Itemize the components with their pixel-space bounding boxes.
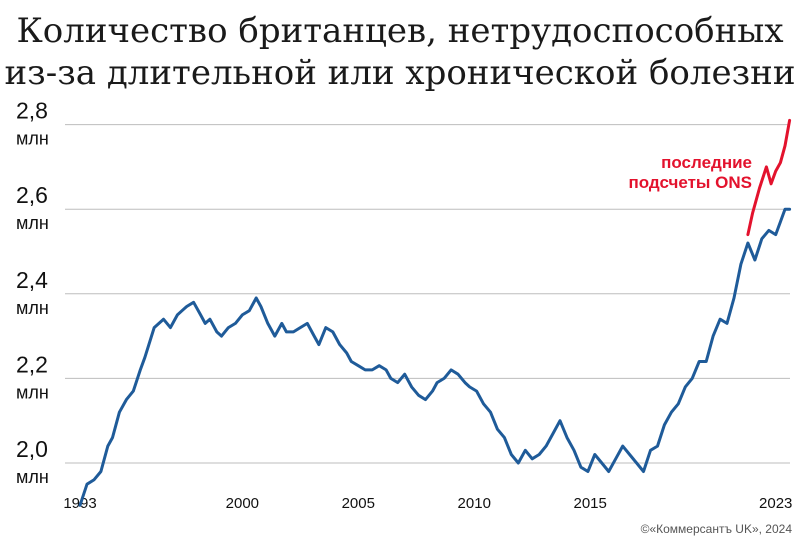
y-tick-label: 2,2	[16, 351, 48, 377]
y-tick-label: 2,4	[16, 267, 48, 293]
y-tick-label: 2,6	[16, 182, 48, 208]
y-axis-ticks: 2,0 млн 2,2 млн 2,4 млн 2,6 млн 2,8 млн	[16, 98, 49, 487]
annotation-line-1: последние	[661, 153, 752, 172]
series-line-revised	[746, 118, 792, 237]
x-tick-label: 2015	[574, 495, 607, 512]
x-tick-label: 2010	[458, 495, 491, 512]
series-lines	[78, 118, 792, 507]
source-credit: ©«Коммерсантъ UK», 2024	[641, 522, 793, 536]
chart-title-line-2: из-за длительной или хронической болезни	[4, 53, 796, 93]
y-tick-unit: млн	[16, 129, 49, 149]
x-tick-label: 2000	[226, 495, 259, 512]
y-tick-unit: млн	[16, 467, 49, 487]
chart-title: Количество британцев, нетрудоспособных и…	[0, 10, 800, 94]
y-tick-unit: млн	[16, 298, 49, 318]
y-tick-unit: млн	[16, 213, 49, 233]
chart-title-line-1: Количество британцев, нетрудоспособных	[16, 11, 784, 51]
x-axis-ticks: 1993 2000 2005 2010 2015 2023	[63, 495, 792, 512]
annotation-line-2: подсчеты ONS	[628, 173, 752, 192]
gridlines	[65, 124, 790, 464]
y-tick-label: 2,8	[16, 98, 48, 124]
series-line-main	[78, 207, 792, 507]
x-tick-label: 2023	[759, 495, 792, 512]
y-tick-label: 2,0	[16, 436, 48, 462]
x-tick-label: 2005	[342, 495, 375, 512]
y-tick-unit: млн	[16, 382, 49, 402]
